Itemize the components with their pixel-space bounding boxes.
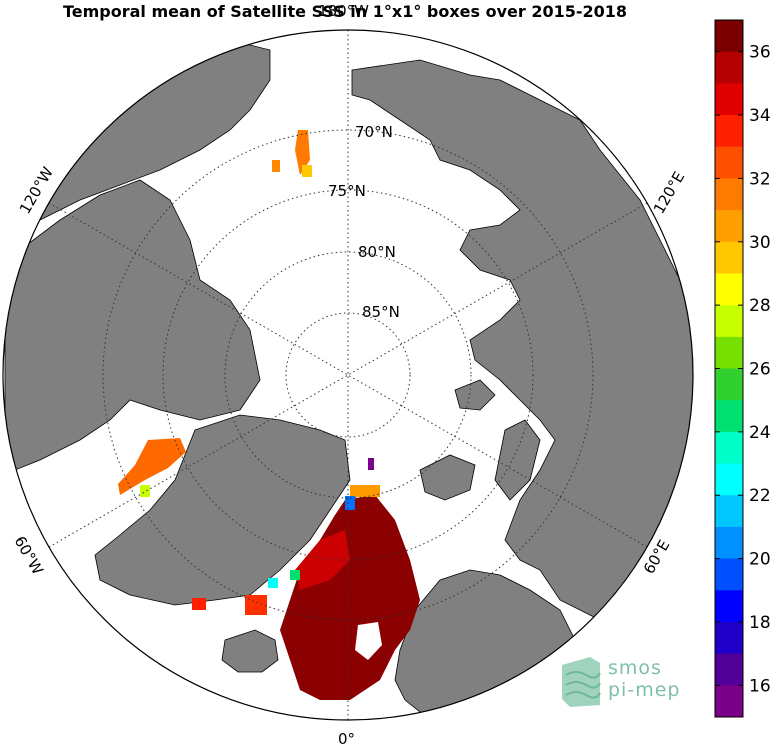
colorbar-tick-label: 26	[749, 360, 771, 380]
colorbar-swatch	[715, 178, 743, 211]
sss-baffin-bay	[118, 438, 186, 495]
colorbar-swatch	[715, 20, 743, 53]
lat-label-80: 80°N	[358, 243, 396, 261]
logo-waves-icon	[562, 657, 601, 707]
colorbar-swatch	[715, 146, 743, 179]
sss-chukchi	[272, 160, 280, 172]
colorbar-swatch	[715, 431, 743, 465]
sss-edge-blue	[345, 496, 355, 510]
lon-label-right-upper: 120°E	[650, 169, 688, 217]
sss-nordic-seas	[280, 495, 420, 700]
colorbar-swatch	[715, 621, 743, 655]
logo-text-smos: smos	[608, 657, 662, 679]
colorbar-swatches	[715, 20, 743, 718]
colorbar-tick-label: 36	[749, 43, 771, 63]
colorbar-tick-label: 18	[749, 613, 771, 633]
sss-beaufort	[295, 130, 310, 175]
sss-edge-purple	[368, 458, 374, 470]
colorbar-swatch	[715, 463, 743, 496]
colorbar-swatch	[715, 305, 743, 338]
logo-text-pimep: pi-mep	[608, 679, 681, 701]
colorbar-swatch	[715, 83, 743, 116]
colorbar-swatch	[715, 368, 743, 401]
sss-baffin-yellow	[140, 485, 150, 497]
land-novaya-zemlya	[494, 419, 541, 501]
colorbar-ticks: 36 34 32 30 28 26 24 22 20 18 16	[715, 43, 771, 696]
colorbar-swatch	[715, 526, 743, 560]
parallel-85	[285, 312, 411, 438]
land-greenland	[94, 414, 351, 606]
colorbar-tick-label: 20	[749, 550, 771, 570]
map-boundary	[2, 29, 694, 721]
colorbar-swatch	[715, 336, 743, 369]
colorbar-frame	[714, 19, 744, 718]
sss-edge-cyan	[268, 578, 278, 588]
sss-edge-orange	[350, 485, 380, 497]
colorbar-tick-label: 32	[749, 169, 771, 189]
land-iceland	[221, 629, 279, 673]
lon-label-left-lower: 60°W	[11, 533, 47, 578]
lat-label-75: 75°N	[328, 182, 366, 200]
polar-map: 70°N 75°N 80°N 85°N 180°W 0° 120°W 60°W …	[2, 2, 694, 746]
lon-label-bottom: 0°	[338, 730, 355, 746]
land-canadian-archipelago	[4, 179, 261, 471]
colorbar-swatch	[715, 590, 743, 623]
lon-label-top: 180°W	[318, 2, 369, 20]
colorbar-swatch	[715, 400, 743, 433]
colorbar-swatch	[715, 558, 743, 591]
colorbar-swatch	[715, 241, 743, 274]
colorbar-tick-label: 16	[749, 676, 771, 696]
colorbar-swatch	[715, 653, 743, 686]
sss-beaufort-yellow	[302, 165, 312, 177]
colorbar-tick-label: 28	[749, 296, 771, 316]
sss-edge-green	[290, 570, 300, 580]
map-title: Temporal mean of Satellite SSS in 1°x1° …	[62, 2, 628, 21]
sss-ice-hole	[355, 622, 382, 660]
colorbar-swatch	[715, 210, 743, 243]
colorbar-swatch	[715, 685, 743, 718]
sss-iceland-south	[192, 598, 206, 610]
colorbar-tick-label: 30	[749, 233, 771, 253]
smos-pi-mep-logo: smos pi-mep	[560, 655, 700, 711]
colorbar-tick-label: 24	[749, 423, 771, 443]
parallel-70	[102, 129, 594, 621]
colorbar-swatch	[715, 495, 743, 528]
lat-label-85: 85°N	[362, 303, 400, 321]
colorbar-tick-label: 22	[749, 486, 771, 506]
land-siberia	[351, 59, 693, 621]
colorbar-tick-label: 34	[749, 106, 771, 126]
sss-nordic-red-edge	[295, 530, 350, 590]
colorbar-swatch	[715, 51, 743, 84]
parallel-80	[224, 251, 472, 499]
colorbar-swatch	[715, 273, 743, 306]
sss-denmark-strait	[245, 595, 267, 615]
parallel-75	[162, 189, 534, 561]
lat-label-70: 70°N	[355, 123, 393, 141]
land-franz-josef	[454, 379, 496, 411]
colorbar-swatch	[715, 115, 743, 148]
land-svalbard	[419, 454, 476, 501]
